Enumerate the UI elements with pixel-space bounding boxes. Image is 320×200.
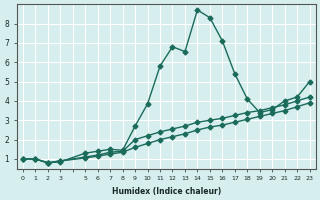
X-axis label: Humidex (Indice chaleur): Humidex (Indice chaleur) bbox=[112, 187, 221, 196]
